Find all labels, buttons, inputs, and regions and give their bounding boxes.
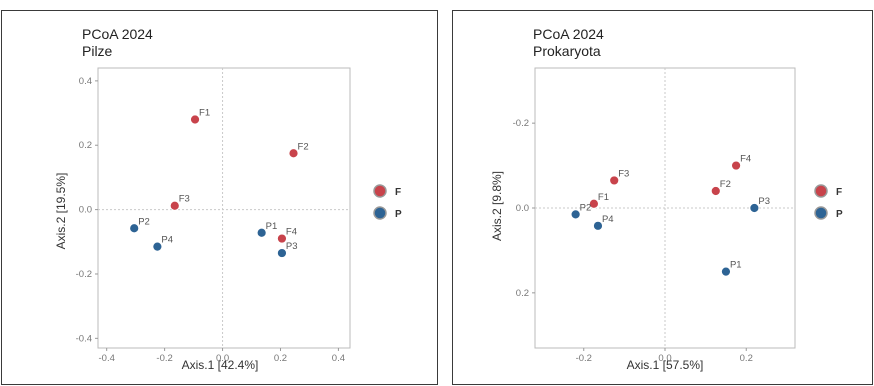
point-p4 (152, 241, 163, 252)
point-label-f2: F2 (298, 141, 309, 152)
y-axis-label: Axis.2 [19.5%] (54, 173, 68, 250)
point-label-f4: F4 (740, 154, 751, 165)
point-label-f1: F1 (199, 107, 210, 118)
y-tick-label: 0.4 (79, 76, 92, 87)
y-tick-label: 0.0 (516, 203, 529, 214)
point-p4 (593, 220, 603, 231)
x-tick-label: -0.2 (576, 353, 592, 364)
point-label-f1: F1 (598, 192, 609, 203)
x-tick-label: -0.4 (99, 353, 115, 364)
point-label-p2: P2 (580, 202, 592, 213)
point-f2 (288, 148, 299, 159)
chart-panel-prokaryota: PCoA 2024 Prokaryota Axis.1 [57.5%] Axis… (452, 10, 873, 385)
point-f3 (609, 175, 620, 186)
point-p2 (129, 223, 140, 234)
x-axis-label: Axis.1 [42.4%] (182, 358, 259, 372)
x-tick-label: 0.0 (216, 353, 229, 364)
legend-key-p (814, 206, 828, 220)
point-f1 (190, 114, 200, 125)
point-p3 (749, 203, 760, 213)
chart-title: PCoA 2024 (82, 26, 153, 42)
point-label-p2: P2 (138, 216, 150, 227)
point-f4 (731, 160, 741, 171)
point-label-f4: F4 (286, 227, 297, 238)
plot-area (97, 67, 351, 349)
chart-svg-pilze: PCoA 2024 Pilze Axis.1 [42.4%] Axis.2 [1… (54, 26, 402, 372)
y-tick-label: -0.2 (76, 269, 92, 280)
point-p1 (721, 266, 731, 277)
x-tick-label: -0.2 (156, 353, 172, 364)
legend-label-f: F (395, 187, 401, 198)
legend-label-p: P (395, 209, 402, 220)
y-axis-label: Axis.2 [9.8%] (490, 171, 504, 241)
point-label-p3: P3 (758, 196, 770, 207)
legend-key-p (373, 206, 387, 220)
chart-title: PCoA 2024 (533, 26, 604, 42)
x-tick-label: 0.0 (658, 353, 671, 364)
point-label-p3: P3 (286, 241, 298, 252)
y-tick-label: -0.4 (76, 333, 92, 344)
point-label-f3: F3 (179, 194, 190, 205)
legend-key-f (373, 184, 387, 198)
point-f1 (589, 198, 599, 209)
y-tick-label: 0.2 (516, 288, 529, 299)
y-tick-label: 0.2 (79, 140, 92, 151)
point-label-p4: P4 (161, 235, 173, 246)
chart-svg-prokaryota: PCoA 2024 Prokaryota Axis.1 [57.5%] Axis… (490, 26, 843, 372)
point-p2 (570, 209, 581, 220)
legend-key-f (814, 184, 828, 198)
chart-subtitle: Prokaryota (533, 43, 601, 59)
point-p3 (277, 248, 287, 258)
y-tick-label: 0.0 (79, 205, 92, 216)
point-f2 (710, 186, 721, 196)
chart-panel-pilze: PCoA 2024 Pilze Axis.1 [42.4%] Axis.2 [1… (1, 10, 438, 385)
point-label-f3: F3 (618, 168, 629, 179)
legend-label-f: F (836, 187, 842, 198)
point-p1 (256, 227, 267, 238)
point-label-p1: P1 (730, 260, 742, 271)
x-tick-label: 0.4 (332, 353, 345, 364)
point-f4 (277, 233, 287, 244)
x-axis-label: Axis.1 [57.5%] (627, 358, 704, 372)
y-tick-label: -0.2 (513, 118, 529, 129)
legend-label-p: P (836, 209, 843, 220)
chart-subtitle: Pilze (82, 43, 113, 59)
x-tick-label: 0.2 (740, 353, 753, 364)
point-label-f2: F2 (720, 179, 731, 190)
point-f3 (169, 200, 180, 211)
point-label-p4: P4 (602, 214, 614, 225)
x-tick-label: 0.2 (274, 353, 287, 364)
point-label-p1: P1 (266, 221, 278, 232)
